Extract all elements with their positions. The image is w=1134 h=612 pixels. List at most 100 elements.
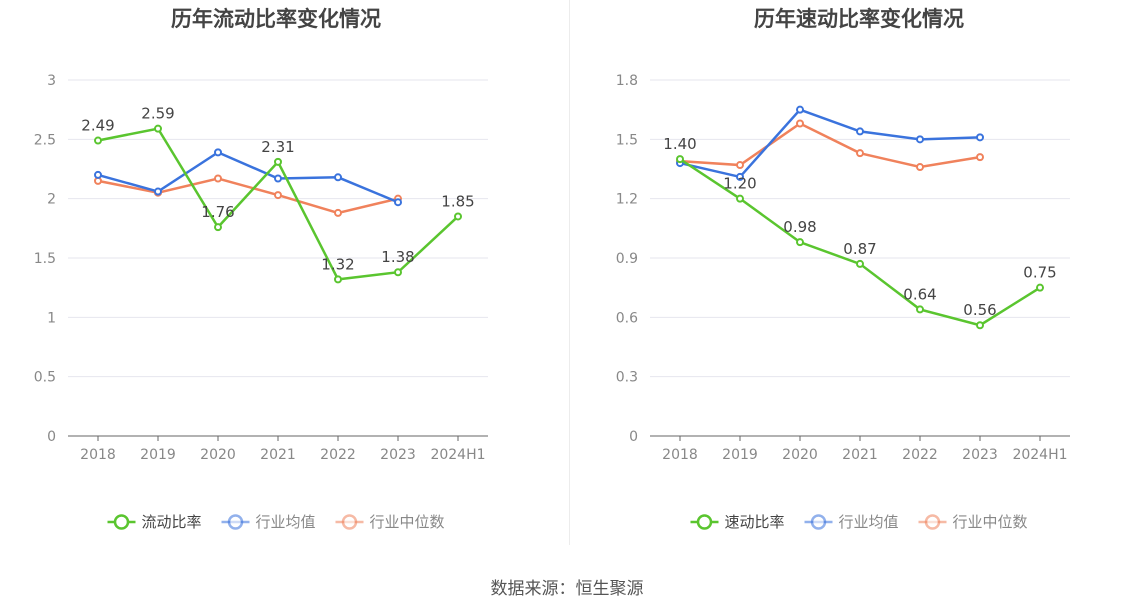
- data-point: [736, 194, 744, 203]
- data-label: 1.32: [321, 255, 354, 273]
- data-point: [736, 161, 744, 170]
- x-tick-label: 2023: [962, 447, 998, 463]
- data-point: [856, 149, 864, 158]
- data-label: 1.76: [201, 203, 234, 221]
- y-tick-label: 3: [47, 73, 56, 89]
- legend-marker: [341, 514, 358, 530]
- data-point: [976, 321, 984, 330]
- y-tick-label: 0.5: [34, 370, 56, 386]
- data-point: [454, 212, 462, 221]
- y-tick-label: 0.9: [616, 251, 638, 267]
- x-tick-label: 2018: [662, 447, 698, 463]
- data-point: [94, 136, 102, 145]
- legend-label: 行业中位数: [953, 513, 1028, 531]
- data-point: [856, 259, 864, 268]
- x-tick-label: 2021: [260, 447, 296, 463]
- x-tick-label: 2019: [722, 447, 758, 463]
- data-point: [736, 172, 744, 181]
- data-point: [916, 305, 924, 314]
- data-point: [334, 275, 342, 284]
- quick-ratio-chart: 历年速动比率变化情况 0 0.3 0.6 0.9 1.2 1.5 1.8 2018 2019 202…: [616, 7, 1070, 531]
- data-label: 2.59: [141, 105, 174, 123]
- x-tick-label: 2023: [380, 447, 416, 463]
- data-point: [214, 174, 222, 183]
- x-tick-label: 2018: [80, 447, 116, 463]
- legend-marker: [113, 514, 130, 530]
- x-tick-label: 2022: [320, 447, 356, 463]
- y-tick-label: 1: [47, 310, 56, 326]
- data-label: 0.56: [963, 301, 996, 319]
- data-point: [334, 208, 342, 217]
- data-label: 0.98: [783, 218, 816, 236]
- y-tick-label: 0.3: [616, 370, 638, 386]
- legend-item[interactable]: 行业均值: [804, 513, 899, 531]
- legend-label: 行业均值: [256, 513, 316, 531]
- series-line-2: [679, 122, 981, 169]
- data-label: 0.64: [903, 285, 936, 303]
- data-point: [796, 238, 804, 247]
- data-point: [856, 127, 864, 136]
- data-point: [916, 163, 924, 172]
- data-label: 1.85: [441, 192, 474, 210]
- x-tick-label: 2024H1: [430, 447, 485, 463]
- legend-label: 行业均值: [839, 513, 899, 531]
- y-tick-label: 0: [47, 429, 56, 445]
- data-point: [274, 191, 282, 200]
- data-label: 0.75: [1023, 264, 1056, 282]
- chart-divider: [569, 0, 570, 545]
- data-source-label: 数据来源：恒生聚源: [490, 579, 644, 599]
- legend-item[interactable]: 速动比率: [690, 513, 785, 531]
- data-label: 1.38: [381, 248, 414, 266]
- data-point: [154, 187, 162, 196]
- series-line-1: [679, 108, 981, 179]
- x-tick-label: 2022: [902, 447, 938, 463]
- data-point: [214, 223, 222, 232]
- legend-marker: [810, 514, 827, 530]
- x-tick-label: 2020: [200, 447, 236, 463]
- data-point: [394, 198, 402, 207]
- x-tick-label: 2020: [782, 447, 818, 463]
- data-point: [976, 153, 984, 162]
- legend-item[interactable]: 行业中位数: [335, 513, 445, 531]
- data-point: [334, 173, 342, 182]
- y-tick-label: 0.6: [616, 310, 638, 326]
- legend-item[interactable]: 流动比率: [107, 513, 202, 531]
- chart-title: 历年速动比率变化情况: [754, 7, 964, 31]
- legend-item[interactable]: 行业均值: [221, 513, 316, 531]
- data-point: [274, 174, 282, 183]
- data-label: 1.40: [663, 135, 696, 153]
- x-tick-label: 2024H1: [1012, 447, 1067, 463]
- y-tick-label: 2.5: [34, 132, 56, 148]
- data-label: 0.87: [843, 240, 876, 258]
- data-point: [796, 119, 804, 128]
- data-point: [214, 148, 222, 157]
- legend-label: 行业中位数: [370, 513, 445, 531]
- data-point: [274, 157, 282, 166]
- data-point: [976, 133, 984, 142]
- legend-marker: [924, 514, 941, 530]
- series-line-1: [97, 150, 399, 204]
- current-ratio-chart: 历年流动比率变化情况 0 0.5 1 1.5 2 2.5 3 2018 2019 2020 2021 2…: [34, 7, 488, 531]
- data-point: [154, 124, 162, 133]
- y-tick-label: 1.5: [34, 251, 56, 267]
- series-line-2: [97, 177, 399, 215]
- x-tick-label: 2019: [140, 447, 176, 463]
- legend-label: 流动比率: [142, 513, 202, 531]
- y-tick-label: 1.8: [616, 73, 638, 89]
- data-point: [676, 155, 684, 164]
- legend-label: 速动比率: [725, 513, 785, 531]
- y-tick-label: 0: [629, 429, 638, 445]
- data-label: 2.31: [261, 138, 294, 156]
- y-tick-label: 1.2: [616, 192, 638, 208]
- legend-marker: [227, 514, 244, 530]
- y-tick-label: 2: [47, 192, 56, 208]
- data-label: 1.20: [723, 175, 756, 193]
- chart-title: 历年流动比率变化情况: [171, 7, 381, 31]
- data-point: [394, 268, 402, 277]
- x-tick-label: 2021: [842, 447, 878, 463]
- legend-item[interactable]: 行业中位数: [918, 513, 1028, 531]
- data-point: [1036, 283, 1044, 292]
- data-label: 2.49: [81, 117, 114, 135]
- data-point: [916, 135, 924, 144]
- y-tick-label: 1.5: [616, 132, 638, 148]
